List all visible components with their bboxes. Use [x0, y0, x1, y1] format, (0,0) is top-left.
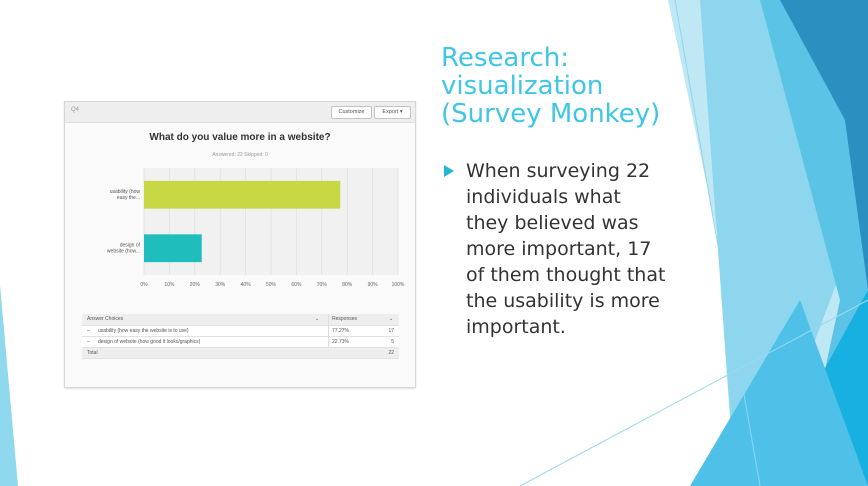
drag-handle-icon: – [87, 328, 90, 334]
x-tick-label: 80% [342, 282, 353, 288]
response-count: 5 [391, 339, 394, 345]
category-label: website (how... [107, 248, 140, 254]
response-percent: 77.27% [332, 328, 349, 334]
column-divider [328, 337, 329, 347]
bar [144, 180, 341, 209]
bullet-text: When surveying 22 individuals what they … [466, 160, 666, 338]
deco-line-2 [519, 299, 868, 486]
question-number: Q4 [71, 107, 80, 113]
table-row: – design of website (how good it looks/g… [82, 337, 399, 348]
response-count: 17 [388, 328, 394, 334]
category-label: design of [120, 242, 141, 248]
header-answer-choices: Answer Choices [87, 316, 124, 322]
x-tick-label: 0% [140, 282, 148, 288]
answer-choice: design of website (how good it looks/gra… [98, 339, 201, 345]
responses-table: Answer Choices ⌄ Responses ⌄ – usability… [82, 314, 399, 359]
table-header-row: Answer Choices ⌄ Responses ⌄ [82, 314, 399, 326]
x-tick-label: 100% [392, 282, 405, 288]
export-button[interactable]: Export ▾ [374, 106, 411, 119]
column-divider [328, 314, 329, 325]
slide-title: Research: visualization (Survey Monkey) [441, 43, 661, 129]
x-tick-label: 30% [215, 282, 226, 288]
customize-button[interactable]: Customize [331, 106, 372, 119]
x-tick-label: 70% [317, 282, 328, 288]
chart-title: What do you value more in a website? [149, 132, 331, 143]
header-responses: Responses [332, 316, 358, 322]
column-divider [328, 326, 329, 336]
x-tick-label: 90% [368, 282, 379, 288]
total-label: Total [87, 350, 98, 356]
triangle-bullet-icon [444, 165, 454, 177]
answered-skipped-text: Answered: 22 Skipped: 0 [212, 152, 268, 158]
x-tick-label: 10% [164, 282, 175, 288]
x-tick-label: 60% [291, 282, 302, 288]
response-percent: 22.73% [332, 339, 349, 345]
deco-shape-bottom-light [690, 300, 868, 486]
table-total-row: Total 22 [82, 348, 399, 359]
answer-choice: usability (how easy the website is to us… [98, 328, 189, 334]
survey-chart-panel: Q4 Customize Export ▾ What do you value … [64, 101, 416, 388]
bar-chart: 0% 10% 20% 30% 40% 50% 60% 70% 80% 90% 100% usabili… [107, 168, 405, 288]
deco-shape-dark [780, 0, 868, 290]
x-tick-label: 20% [190, 282, 201, 288]
chevron-down-icon[interactable]: ⌄ [315, 316, 320, 322]
table-row: – usability (how easy the website is to … [82, 326, 399, 337]
panel-header: Q4 Customize Export ▾ [65, 102, 415, 123]
x-tick-label: 50% [266, 282, 277, 288]
bar [144, 234, 202, 263]
x-tick-label: 40% [241, 282, 252, 288]
drag-handle-icon: – [87, 339, 90, 345]
total-count: 22 [388, 350, 394, 356]
category-label: usability (how [110, 189, 141, 195]
deco-line-1 [674, 0, 761, 486]
deco-left-sliver [0, 285, 18, 486]
category-label: easy the... [117, 195, 140, 201]
chevron-down-icon[interactable]: ⌄ [389, 316, 394, 322]
